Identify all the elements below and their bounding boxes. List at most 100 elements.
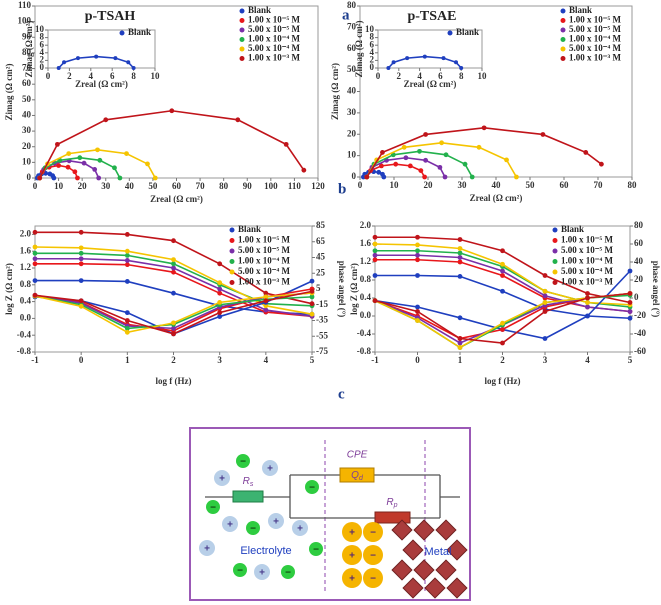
y-tick-label: 2.0 bbox=[360, 220, 372, 230]
legend-marker bbox=[552, 248, 558, 254]
data-point bbox=[540, 132, 546, 137]
legend-marker bbox=[229, 259, 235, 264]
data-point bbox=[457, 340, 463, 346]
data-point bbox=[462, 161, 468, 167]
data-point bbox=[379, 163, 384, 169]
ion-sign: + bbox=[267, 464, 273, 475]
data-point bbox=[599, 161, 604, 167]
ion-sign: − bbox=[370, 528, 376, 539]
y-tick-label: 80 bbox=[347, 0, 357, 10]
y2-tick-label: 40 bbox=[634, 256, 644, 266]
data-point bbox=[92, 167, 98, 172]
ion bbox=[309, 542, 323, 556]
x-tick-label: 0 bbox=[358, 180, 363, 190]
data-point bbox=[627, 300, 633, 305]
data-point bbox=[364, 174, 370, 180]
x-tick-label: 30 bbox=[458, 180, 468, 190]
y-axis-label: Zimag (Ω cm²) bbox=[24, 21, 34, 78]
data-point bbox=[415, 257, 420, 263]
x-tick-label: 10 bbox=[151, 71, 161, 81]
x-tick-label: 4 bbox=[89, 71, 94, 81]
legend-marker bbox=[552, 238, 558, 243]
data-point bbox=[171, 265, 176, 271]
y2-axis-label: phase angel (°) bbox=[337, 261, 347, 318]
legend-label: Blank bbox=[456, 27, 479, 37]
y-tick-label: 30 bbox=[347, 107, 357, 117]
data-point bbox=[309, 311, 315, 317]
data-point bbox=[542, 273, 548, 278]
ion bbox=[268, 513, 284, 529]
data-point bbox=[51, 175, 57, 181]
data-point bbox=[372, 252, 378, 258]
data-point bbox=[415, 242, 420, 248]
x-tick-label: 60 bbox=[560, 180, 570, 190]
x-tick-label: 2 bbox=[500, 355, 505, 365]
data-point bbox=[457, 255, 463, 260]
legend-label: 5.00 x 10⁻⁵ M bbox=[238, 245, 290, 255]
data-point bbox=[171, 261, 176, 267]
data-point bbox=[169, 108, 175, 114]
y2-tick-label: -15 bbox=[316, 299, 328, 309]
y2-tick-label: 25 bbox=[316, 267, 326, 277]
subscript: p bbox=[393, 502, 398, 509]
legend-marker bbox=[560, 37, 566, 42]
x-tick-label: 1 bbox=[458, 355, 463, 365]
data-point bbox=[585, 313, 590, 319]
y-axis-label: log Z (Ω cm²) bbox=[4, 263, 14, 315]
y2-tick-label: -35 bbox=[316, 315, 328, 325]
metal-atom bbox=[413, 559, 435, 581]
data-point bbox=[391, 60, 396, 65]
y-tick-label: 110 bbox=[18, 0, 32, 10]
ion-sign: + bbox=[349, 574, 355, 585]
y-tick-label: 70 bbox=[22, 63, 32, 73]
metal-atom bbox=[446, 539, 468, 561]
data-point bbox=[457, 345, 463, 350]
ion bbox=[254, 564, 270, 580]
y-tick-label: 0 bbox=[40, 62, 45, 72]
electrolyte-label: Electrolyte bbox=[240, 545, 291, 557]
ion-sign: + bbox=[259, 568, 265, 579]
x-tick-label: 0 bbox=[33, 181, 38, 191]
x-tick-label: 6 bbox=[110, 71, 115, 81]
data-point bbox=[309, 301, 315, 307]
x-tick-label: 20 bbox=[424, 180, 434, 190]
y-tick-label: 0.8 bbox=[20, 279, 32, 289]
data-point bbox=[217, 280, 223, 286]
panel-label: a bbox=[342, 7, 350, 23]
data-point bbox=[217, 290, 223, 296]
data-point bbox=[217, 314, 223, 319]
data-point bbox=[422, 54, 427, 59]
y-tick-label: 10 bbox=[35, 24, 45, 34]
data-point bbox=[217, 286, 223, 292]
y2-tick-label: -75 bbox=[316, 346, 328, 356]
data-point bbox=[309, 278, 315, 284]
ion-sign: − bbox=[240, 457, 246, 468]
y-tick-label: 20 bbox=[347, 128, 357, 138]
data-point bbox=[454, 60, 458, 65]
x-tick-label: -1 bbox=[31, 355, 39, 365]
legend-label: 1.00 x 10⁻³ M bbox=[248, 53, 300, 63]
x-tick-label: 70 bbox=[196, 181, 206, 191]
data-point bbox=[469, 174, 475, 180]
data-point bbox=[171, 325, 176, 331]
data-point bbox=[372, 298, 378, 304]
legend-marker bbox=[447, 30, 453, 36]
y-tick-label: 10 bbox=[22, 156, 32, 166]
legend-marker bbox=[560, 8, 566, 14]
data-point bbox=[500, 327, 505, 332]
y2-tick-label: 45 bbox=[316, 252, 326, 262]
legend-marker bbox=[119, 30, 125, 36]
panel-label: b bbox=[338, 181, 346, 197]
y-tick-label: 4 bbox=[370, 47, 375, 57]
data-point bbox=[415, 318, 420, 323]
y-tick-label: 30 bbox=[22, 125, 32, 135]
data-point bbox=[415, 248, 420, 254]
ion-sign: + bbox=[273, 517, 279, 528]
x-tick-label: 40 bbox=[125, 181, 135, 191]
ion-sign: − bbox=[285, 568, 291, 579]
ion-sign: + bbox=[204, 544, 210, 555]
data-point bbox=[439, 140, 444, 146]
data-point bbox=[372, 241, 378, 247]
data-point bbox=[95, 147, 100, 153]
